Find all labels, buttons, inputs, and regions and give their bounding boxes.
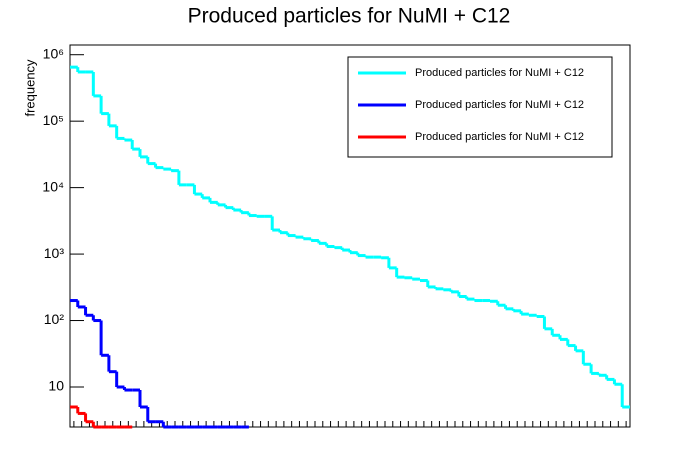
y-tick-label: 10² [44,311,65,327]
legend-label: Produced particles for NuMI + C12 [415,99,584,111]
y-axis-label: frequency [22,59,37,117]
step-connector [76,67,624,407]
y-tick-label: 10 [48,378,64,394]
y-tick-label: 10⁶ [43,45,64,61]
legend-label: Produced particles for NuMI + C12 [415,131,584,143]
legend-label: Produced particles for NuMI + C12 [415,67,584,79]
y-tick-label: 10⁴ [42,178,64,194]
y-tick-label: 10⁵ [43,112,64,128]
y-tick-label: 10³ [44,245,65,261]
chart-title: Produced particles for NuMI + C12 [188,5,511,28]
step-connector [76,406,95,427]
plot-frame [69,44,631,428]
